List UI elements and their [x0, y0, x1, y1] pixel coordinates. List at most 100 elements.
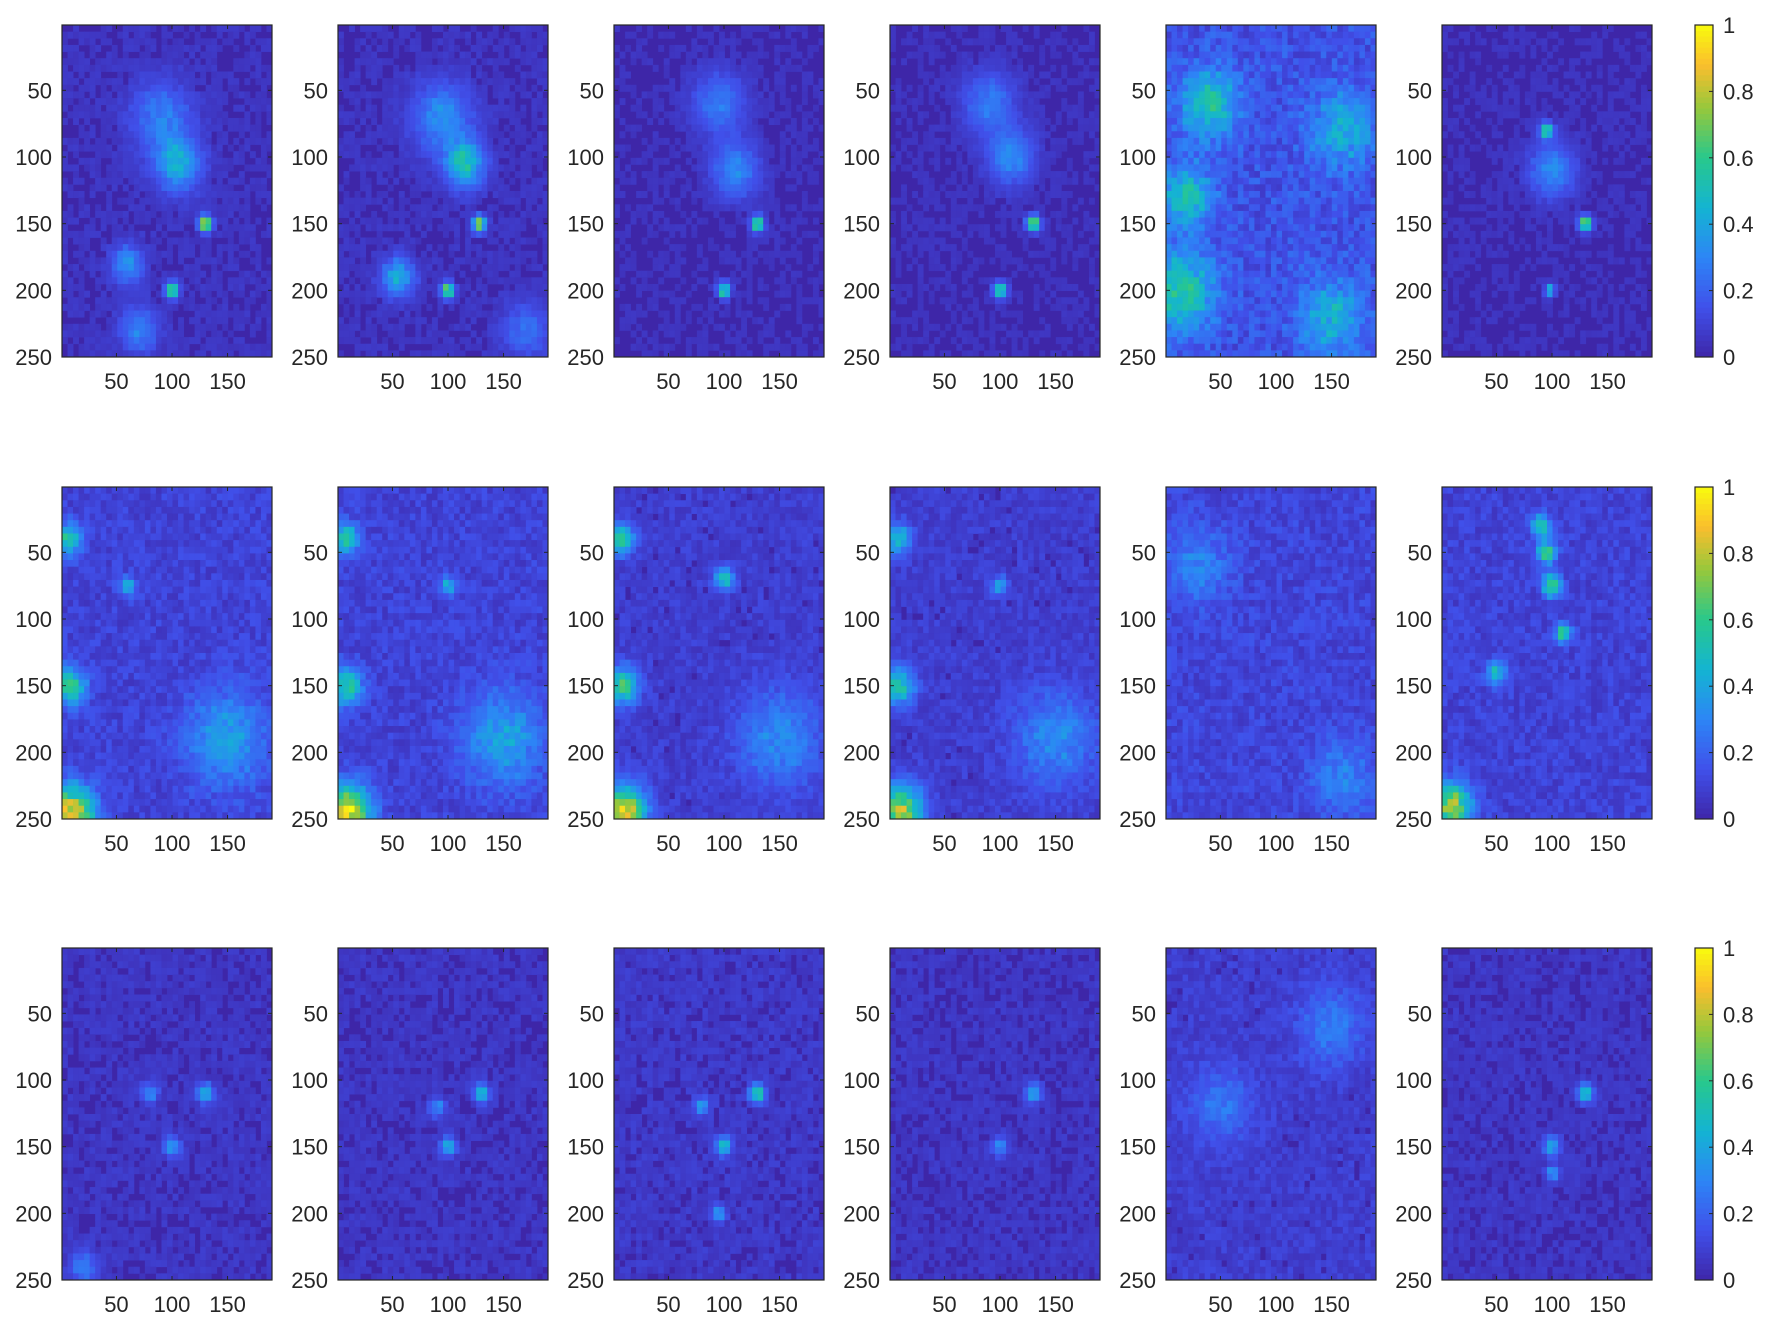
heatmap-cell — [139, 164, 145, 171]
heatmap-cell — [112, 257, 118, 264]
heatmap-cell — [106, 111, 112, 118]
heatmap-cell — [184, 98, 190, 105]
heatmap-cell — [90, 38, 96, 45]
heatmap-cell — [211, 98, 217, 105]
heatmap-cell — [112, 271, 118, 278]
heatmap-cell — [123, 52, 129, 59]
heatmap-cell — [139, 304, 145, 311]
heatmap-cell — [73, 271, 79, 278]
heatmap-cell — [161, 145, 167, 152]
heatmap-cell — [117, 224, 123, 231]
heatmap-cell — [189, 251, 195, 258]
heatmap-cell — [68, 98, 74, 105]
heatmap-cell — [156, 311, 162, 318]
heatmap-cell — [101, 65, 107, 72]
heatmap-cell — [123, 138, 129, 145]
heatmap-cell — [145, 178, 151, 185]
heatmap-cell — [222, 191, 228, 198]
heatmap-cell — [117, 211, 123, 218]
heatmap-cell — [150, 251, 156, 258]
heatmap-cell — [239, 291, 245, 298]
heatmap-cell — [233, 257, 239, 264]
heatmap-cell — [167, 297, 173, 304]
heatmap-cell — [178, 138, 184, 145]
heatmap-cell — [217, 111, 223, 118]
heatmap-cell — [123, 218, 129, 225]
heatmap-cell — [134, 158, 140, 165]
heatmap-cell — [134, 284, 140, 291]
heatmap-cell — [217, 85, 223, 92]
heatmap-cell — [217, 284, 223, 291]
heatmap-cell — [139, 111, 145, 118]
heatmap-cell — [117, 284, 123, 291]
heatmap-cell — [139, 277, 145, 284]
heatmap-cell — [101, 58, 107, 65]
heatmap-cell — [68, 211, 74, 218]
heatmap-cell — [167, 291, 173, 298]
heatmap-cell — [90, 78, 96, 85]
heatmap-cell — [123, 98, 129, 105]
heatmap-cell — [150, 178, 156, 185]
heatmap-cell — [211, 164, 217, 171]
heatmap-cell — [150, 184, 156, 191]
heatmap-cell — [239, 65, 245, 72]
heatmap-cell — [161, 204, 167, 211]
heatmap-cell — [123, 111, 129, 118]
heatmap-cell — [244, 58, 250, 65]
heatmap-cell — [128, 38, 134, 45]
heatmap-cell — [195, 78, 201, 85]
heatmap-cell — [161, 251, 167, 258]
heatmap-cell — [178, 131, 184, 138]
heatmap-cell — [173, 71, 179, 78]
heatmap-cell — [261, 304, 267, 311]
heatmap-cell — [211, 145, 217, 152]
heatmap-cell — [128, 131, 134, 138]
heatmap-cell — [189, 85, 195, 92]
heatmap-cell — [62, 257, 68, 264]
heatmap-cell — [90, 191, 96, 198]
heatmap-cell — [139, 52, 145, 59]
heatmap-cell — [123, 85, 129, 92]
heatmap-cell — [62, 138, 68, 145]
heatmap-cell — [84, 304, 90, 311]
heatmap-cell — [239, 277, 245, 284]
heatmap-cell — [167, 78, 173, 85]
heatmap-cell — [239, 105, 245, 112]
heatmap-cell — [255, 98, 261, 105]
heatmap-cell — [250, 52, 256, 59]
heatmap-cell — [255, 198, 261, 205]
heatmap-cell — [128, 178, 134, 185]
heatmap-cell — [73, 304, 79, 311]
heatmap-cell — [84, 98, 90, 105]
heatmap-cell — [112, 231, 118, 238]
heatmap-cell — [244, 145, 250, 152]
heatmap-cell — [68, 297, 74, 304]
heatmap-cell — [255, 65, 261, 72]
heatmap-cell — [173, 284, 179, 291]
heatmap-cell — [84, 78, 90, 85]
heatmap-cell — [184, 131, 190, 138]
heatmap-cell — [123, 264, 129, 271]
heatmap-cell — [173, 151, 179, 158]
heatmap-cell — [150, 271, 156, 278]
heatmap-cell — [250, 237, 256, 244]
heatmap-cell — [239, 171, 245, 178]
heatmap-cell — [134, 38, 140, 45]
heatmap-cell — [189, 271, 195, 278]
heatmap-cell — [184, 105, 190, 112]
heatmap-cell — [150, 105, 156, 112]
heatmap-cell — [134, 191, 140, 198]
heatmap-cell — [233, 85, 239, 92]
heatmap-cell — [206, 218, 212, 225]
heatmap-cell — [112, 131, 118, 138]
heatmap-cell — [134, 125, 140, 132]
heatmap-cell — [200, 158, 206, 165]
heatmap-cell — [112, 277, 118, 284]
heatmap-cell — [123, 91, 129, 98]
heatmap-cell — [195, 224, 201, 231]
heatmap-cell — [95, 98, 101, 105]
heatmap-cell — [195, 237, 201, 244]
heatmap-cell — [79, 158, 85, 165]
heatmap-cell — [233, 32, 239, 39]
heatmap-cell — [222, 98, 228, 105]
